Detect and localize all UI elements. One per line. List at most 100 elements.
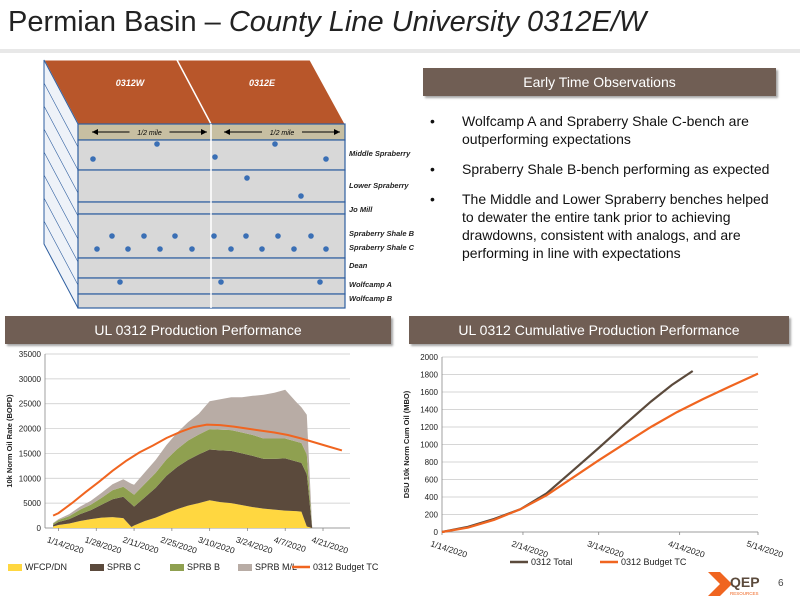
- bullet-item: Spraberry Shale B-bench performing as ex…: [430, 160, 780, 178]
- line-0312-budget-tc: [441, 372, 759, 534]
- y-axis-label: 10k Norm Oil Rate (BOPD): [5, 394, 14, 488]
- y-tick-label: 2000: [420, 353, 438, 362]
- area-sprb-b: [53, 429, 313, 528]
- y-tick-label: 1000: [420, 441, 438, 450]
- observations-header: Early Time Observations: [423, 68, 776, 96]
- x-tick-label: 1/14/2020: [46, 534, 85, 555]
- title-italic: County Line University 0312E/W: [228, 6, 647, 38]
- well-marker: [141, 233, 147, 239]
- area-sprb-c: [53, 449, 313, 528]
- logo-chevron: [708, 572, 732, 596]
- area-wfcp-dn: [53, 500, 313, 528]
- well-marker: [244, 175, 250, 181]
- area-sprb-m-l: [53, 389, 313, 528]
- well-marker: [109, 233, 115, 239]
- arrow-label-bg: [262, 126, 302, 137]
- cumulative-production-chart: 0 200 400 600 800 1000 1200 1400 1600 1800 2000 1/1…: [402, 353, 785, 567]
- x-tick-label: 2/11/2020: [121, 534, 160, 555]
- legend-label: SPRB M/L: [255, 562, 297, 572]
- y-tick-label: 400: [425, 493, 439, 502]
- layer-label: Middle Spraberry: [349, 149, 411, 158]
- y-tick-label: 1800: [420, 371, 438, 380]
- line-0312-total: [441, 370, 694, 534]
- arrow-label-bg: [129, 126, 170, 137]
- y-tick-label: 0: [37, 524, 42, 533]
- layer-label: Jo Mill: [349, 205, 373, 214]
- production-rate-chart: 0 5000 10000 15000 20000 25000 30000 35000 1/14/…: [5, 350, 379, 572]
- y-tick-label: 600: [425, 476, 439, 485]
- unit-divider: [176, 59, 212, 125]
- y-tick-label: 35000: [19, 350, 42, 359]
- y-tick-label: 15000: [19, 449, 42, 458]
- well-marker: [259, 246, 265, 252]
- legend-label: 0312 Budget TC: [313, 562, 379, 572]
- title-rule: [0, 49, 800, 53]
- y-tick-label: 1200: [420, 423, 438, 432]
- logo-subtext: RESOURCES: [730, 591, 759, 596]
- well-marker: [117, 279, 123, 285]
- legend-label: WFCP/DN: [25, 562, 67, 572]
- unit-label-e: 0312E: [249, 78, 276, 88]
- well-marker: [157, 246, 163, 252]
- y-tick-label: 1400: [420, 406, 438, 415]
- layer-label: Spraberry Shale B: [349, 229, 415, 238]
- y-axis-label: DSU 10k Norm Cum Oil (MBO): [402, 390, 411, 498]
- y-tick-label: 25000: [19, 400, 42, 409]
- x-tick-label: 1/14/2020: [429, 538, 468, 559]
- page-title: Permian Basin – County Line University 0…: [8, 6, 646, 39]
- page-number: 6: [778, 578, 784, 589]
- legend-swatch: [238, 564, 252, 571]
- x-tick-label: 4/7/2020: [273, 534, 308, 554]
- well-marker: [243, 233, 249, 239]
- spacing-arrow: 1/2 mile: [92, 126, 207, 137]
- side-stratum-line: [43, 220, 79, 286]
- y-tick-label: 20000: [19, 425, 42, 434]
- well-marker: [323, 156, 329, 162]
- layer-label: Spraberry Shale C: [349, 243, 415, 252]
- x-tick-label: 3/10/2020: [197, 534, 236, 555]
- bullet-item: The Middle and Lower Spraberry benches h…: [430, 190, 780, 262]
- cumulative-chart-header: UL 0312 Cumulative Production Performanc…: [409, 316, 789, 344]
- legend-label: SPRB B: [187, 562, 220, 572]
- x-tick-label: 4/21/2020: [310, 534, 349, 555]
- well-marker: [323, 246, 329, 252]
- well-marker: [272, 141, 278, 147]
- well-marker: [298, 193, 304, 199]
- arrow-head: [334, 129, 340, 135]
- well-marker: [211, 233, 217, 239]
- observations-list: Wolfcamp A and Spraberry Shale C-bench a…: [430, 112, 780, 274]
- budget-tc-line: [52, 423, 343, 517]
- x-tick-label: 5/14/2020: [745, 538, 784, 559]
- side-stratum-line: [43, 128, 79, 194]
- spacing-label: 1/2 mile: [270, 130, 295, 137]
- well-marker: [189, 246, 195, 252]
- arrow-head: [201, 129, 207, 135]
- side-stratum-line: [43, 197, 79, 263]
- well-marker: [308, 233, 314, 239]
- unit-label-w: 0312W: [116, 78, 146, 88]
- arrow-head: [224, 129, 230, 135]
- legend-label: 0312 Budget TC: [621, 557, 687, 567]
- legend-swatch: [90, 564, 104, 571]
- side-stratum-line: [43, 105, 79, 171]
- y-tick-label: 1600: [420, 388, 438, 397]
- y-tick-label: 5000: [23, 499, 41, 508]
- well-marker: [291, 246, 297, 252]
- legend-swatch: [8, 564, 22, 571]
- well-marker: [172, 233, 178, 239]
- title-main: Permian Basin –: [8, 6, 229, 38]
- spacing-label: 1/2 mile: [137, 130, 162, 137]
- well-marker: [90, 156, 96, 162]
- layer-label: Wolfcamp B: [349, 294, 393, 303]
- legend-label: SPRB C: [107, 562, 141, 572]
- legend-label: 0312 Total: [531, 557, 572, 567]
- well-marker: [94, 246, 100, 252]
- y-tick-label: 30000: [19, 375, 42, 384]
- layer-label: Dean: [349, 261, 368, 270]
- arrow-head: [92, 129, 98, 135]
- side-stratum-line: [43, 174, 79, 240]
- bullet-item: Wolfcamp A and Spraberry Shale C-bench a…: [430, 112, 780, 148]
- x-tick-label: 2/25/2020: [159, 534, 198, 555]
- spacing-arrow: 1/2 mile: [224, 126, 340, 137]
